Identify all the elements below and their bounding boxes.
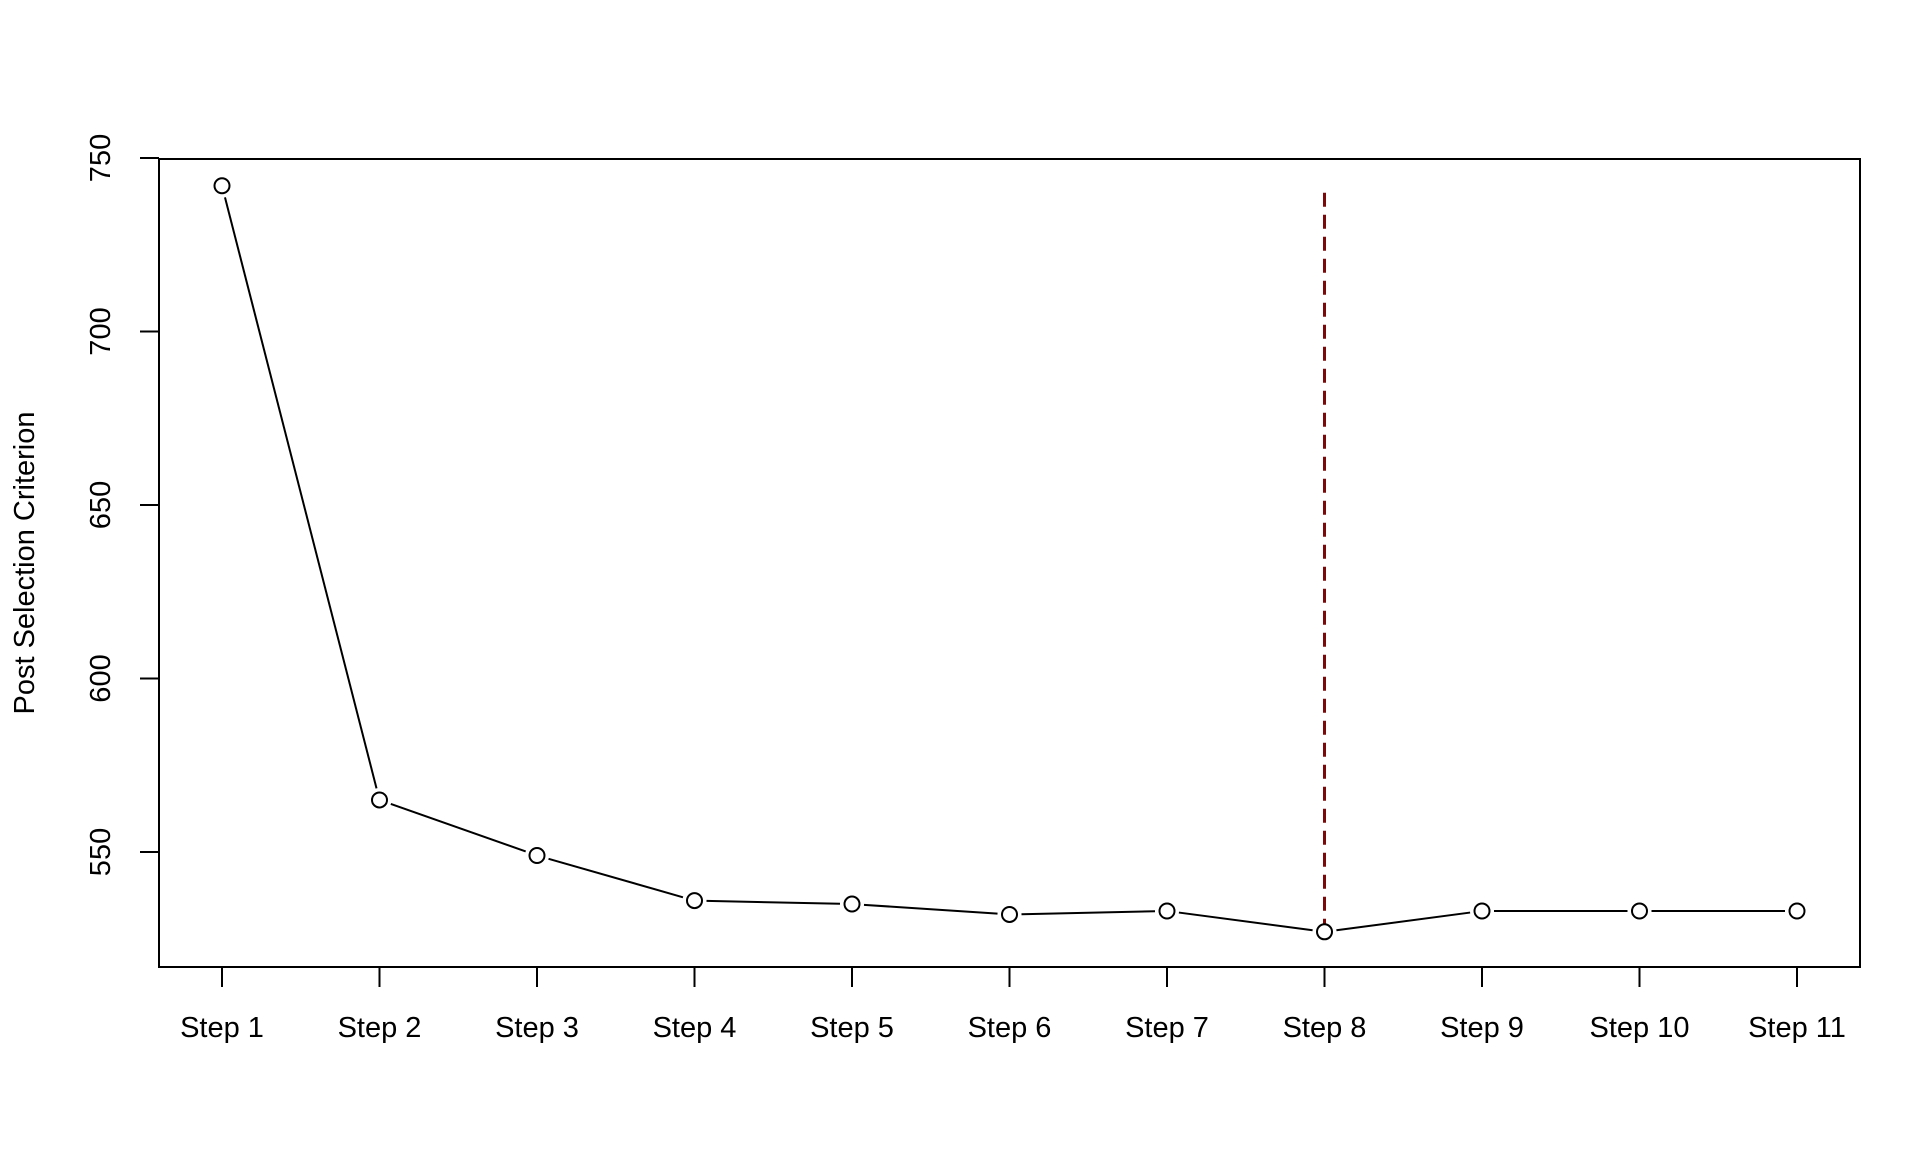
series-line-segment (1178, 911, 1313, 932)
data-point (528, 846, 546, 864)
x-tick-label: Step 9 (1440, 1012, 1524, 1044)
data-point (1473, 902, 1491, 920)
data-point (1631, 902, 1648, 920)
data-point (213, 177, 231, 195)
series-line-segment (1021, 910, 1156, 916)
plot-frame (158, 158, 1861, 968)
x-tick-label: Step 7 (1125, 1012, 1209, 1044)
x-tick-label: Step 2 (338, 1012, 422, 1044)
data-point (1788, 902, 1806, 920)
x-tick-label: Step 11 (1748, 1012, 1846, 1044)
data-point (1316, 923, 1333, 941)
y-tick-label: 650 (85, 481, 117, 529)
x-tick-label: Step 8 (1283, 1012, 1367, 1044)
series-line-segment (863, 903, 998, 915)
series-line-segment (224, 197, 378, 789)
y-tick-label: 600 (85, 654, 117, 702)
y-axis-title: Post Selection Criterion (9, 411, 41, 714)
series-line-segment (706, 899, 841, 905)
data-point (371, 791, 388, 809)
x-axis: Step 1 Step 2 Step 3 Step 4 Step 5 Step 6 Step… (180, 967, 1846, 1044)
y-tick-label: 550 (85, 828, 117, 876)
data-point (843, 895, 861, 913)
x-tick-label: Step 4 (653, 1012, 737, 1044)
x-tick-label: Step 5 (810, 1012, 894, 1044)
y-axis: 550 600 650 700 750 (85, 134, 160, 876)
x-tick-label: Step 10 (1590, 1012, 1690, 1044)
x-tick-label: Step 3 (495, 1012, 579, 1044)
x-tick-label: Step 6 (968, 1012, 1052, 1044)
data-point (686, 892, 703, 910)
data-point (1001, 905, 1018, 923)
data-point (1158, 902, 1176, 920)
series-layer (213, 177, 1806, 941)
x-tick-label: Step 1 (180, 1012, 264, 1044)
series-line-segment (390, 802, 527, 853)
y-tick-label: 700 (85, 307, 117, 355)
series-line-segment (548, 857, 684, 899)
series-line-segment (1336, 911, 1471, 932)
y-tick-label: 750 (85, 134, 117, 182)
